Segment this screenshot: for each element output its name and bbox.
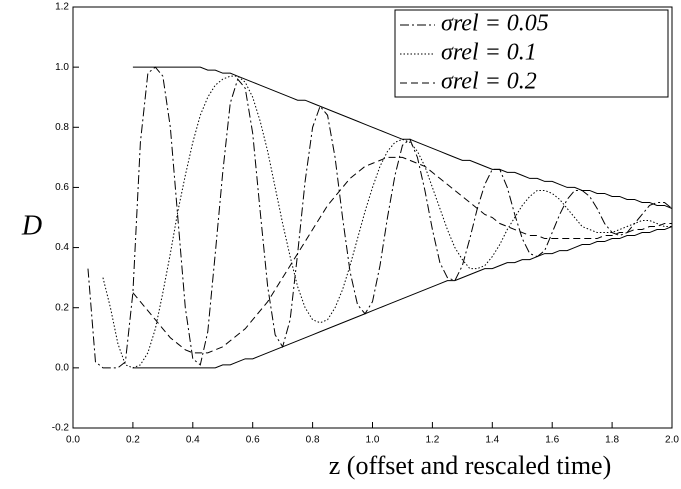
legend-label: σrel = 0.1 xyxy=(441,40,537,66)
y-tick-label: 0.0 xyxy=(55,362,69,373)
y-tick-label: 0.6 xyxy=(55,182,69,193)
envelope-line xyxy=(132,66,673,209)
y-tick-label: 0.2 xyxy=(55,302,69,313)
x-tick-label: 1.4 xyxy=(485,435,499,446)
x-tick-label: 0.4 xyxy=(186,435,200,446)
x-tick-label: 1.6 xyxy=(545,435,559,446)
x-tick-label: 1.0 xyxy=(366,435,380,446)
y-axis-label: D xyxy=(21,210,42,241)
x-tick-label: 1.8 xyxy=(605,435,619,446)
x-tick-label: 0.2 xyxy=(126,435,140,446)
envelope-line xyxy=(132,226,673,369)
y-tick-label: 0.4 xyxy=(55,242,69,253)
x-tick-label: 1.2 xyxy=(425,435,439,446)
x-tick-label: 0.0 xyxy=(66,435,80,446)
series-line xyxy=(87,66,673,369)
x-tick-label: 0.6 xyxy=(246,435,260,446)
legend-box xyxy=(394,9,669,98)
y-tick-label: 1.0 xyxy=(55,62,69,73)
legend-label: σrel = 0.2 xyxy=(441,69,537,95)
x-axis-label: z (offset and rescaled time) xyxy=(329,451,612,480)
series-line xyxy=(102,75,672,369)
x-tick-label: 0.8 xyxy=(306,435,320,446)
y-tick-label: 0.8 xyxy=(55,122,69,133)
legend-label: σrel = 0.05 xyxy=(441,11,549,37)
y-tick-label: 1.2 xyxy=(55,2,69,13)
x-tick-label: 2.0 xyxy=(665,435,679,446)
y-tick-label: -0.2 xyxy=(52,423,70,434)
series-line xyxy=(132,156,672,354)
